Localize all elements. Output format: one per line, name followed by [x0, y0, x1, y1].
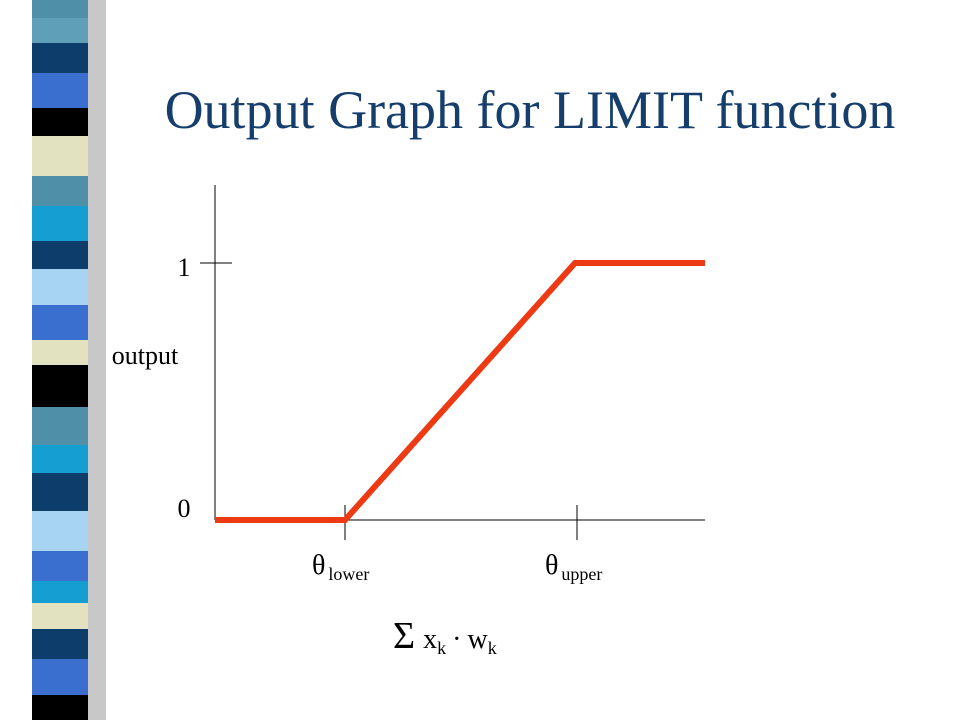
- subscript: lower: [328, 564, 369, 584]
- stripe-block: [32, 407, 88, 445]
- variable: x: [423, 624, 437, 655]
- variable: w: [467, 624, 488, 655]
- subscript: k: [437, 638, 446, 658]
- stripe-block: [32, 206, 88, 241]
- stripe-block: [32, 73, 88, 108]
- subscript: upper: [561, 564, 602, 584]
- stripe-block: [32, 241, 88, 269]
- y-tick-label: 0: [178, 494, 191, 523]
- y-axis-label: output: [112, 341, 179, 370]
- stripe-block: [32, 581, 88, 603]
- stripe-block: [32, 511, 88, 551]
- subscript: k: [488, 638, 497, 658]
- stripe-block: [32, 43, 88, 73]
- stripe-block: [32, 269, 88, 305]
- y-tick-label: 1: [178, 253, 191, 282]
- sigma: Σ: [393, 615, 415, 657]
- stripe-block: [32, 603, 88, 629]
- stripe-block: [32, 305, 88, 340]
- stripe-block: [32, 108, 88, 136]
- x-tick-label: θ lower: [312, 550, 369, 584]
- stripe-block: [32, 659, 88, 695]
- theta: θ: [545, 550, 558, 581]
- stripe-block: [32, 136, 88, 176]
- stripe-block: [32, 473, 88, 511]
- stripe-block: [32, 445, 88, 473]
- operator: ·: [452, 624, 461, 655]
- stripe-block: [32, 18, 88, 43]
- theta: θ: [312, 550, 325, 581]
- stripe-block: [32, 629, 88, 659]
- stripe-block: [32, 365, 88, 407]
- stripe-block: [32, 176, 88, 206]
- stripe-block: [32, 340, 88, 365]
- stripe-block: [32, 695, 88, 720]
- stripe-block: [32, 0, 88, 18]
- slide-title: Output Graph for LIMIT function: [165, 80, 896, 140]
- x-tick-label: θ upper: [545, 550, 602, 584]
- stripe-block: [88, 0, 106, 720]
- decorative-stripe: [32, 0, 106, 720]
- limit-function-line: [215, 260, 705, 523]
- stripe-block: [32, 551, 88, 581]
